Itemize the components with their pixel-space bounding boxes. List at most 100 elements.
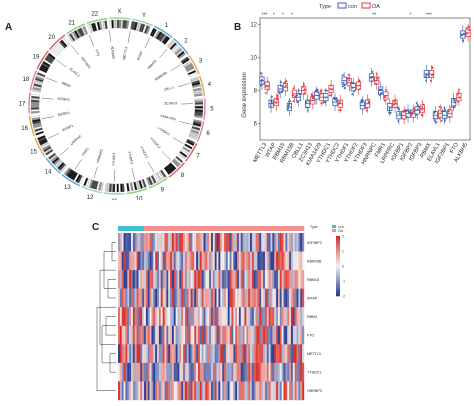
- heatmap-cell: [172, 307, 174, 326]
- heatmap-cell: [168, 289, 170, 308]
- heat-legend-swatch-oa: [332, 229, 336, 232]
- heatmap-cell: [263, 233, 265, 252]
- heatmap-cell: [274, 270, 276, 289]
- color-scale-step: [336, 240, 340, 242]
- heatmap-cell: [153, 344, 155, 363]
- data-point: [344, 84, 346, 86]
- heatmap-cell: [163, 252, 165, 271]
- heatmap-cell: [235, 289, 237, 308]
- heatmap-cell: [258, 307, 260, 326]
- annotation-cell: [224, 226, 226, 231]
- heatmap-cell: [271, 344, 273, 363]
- heatmap-cell: [261, 326, 263, 345]
- gene-label: LRPPRC: [70, 134, 83, 146]
- heatmap-cell: [217, 381, 219, 400]
- heatmap-cell: [146, 307, 148, 326]
- chromosome-band: [113, 20, 115, 28]
- annotation-cell: [293, 226, 295, 231]
- data-point: [379, 94, 381, 96]
- heatmap-cell: [276, 307, 278, 326]
- heatmap-cell: [285, 363, 287, 382]
- heatmap-cell: [189, 252, 191, 271]
- annotation-cell: [150, 226, 152, 231]
- annotation-cell: [282, 226, 284, 231]
- data-point: [260, 85, 262, 87]
- heatmap-cell: [222, 307, 224, 326]
- legend-label-con: con: [348, 4, 357, 10]
- heatmap-cell: [278, 270, 280, 289]
- heatmap-cell: [211, 289, 213, 308]
- heatmap-cell: [297, 363, 299, 382]
- annotation-cell: [155, 226, 157, 231]
- heatmap-cell: [263, 363, 265, 382]
- heatmap-cell: [291, 252, 293, 271]
- heatmap-cell: [265, 252, 267, 271]
- heatmap-cell: [284, 307, 286, 326]
- heatmap-cell: [150, 270, 152, 289]
- heatmap-cell: [254, 233, 256, 252]
- heatmap-cell: [168, 326, 170, 345]
- heatmap-cell: [265, 270, 267, 289]
- heatmap-cell: [179, 326, 181, 345]
- significance-mark: **: [372, 13, 376, 19]
- heatmap-cell: [300, 363, 302, 382]
- heatmap-cell: [168, 363, 170, 382]
- color-scale-step: [336, 244, 340, 246]
- heatmap-cell: [231, 252, 233, 271]
- heatmap-cell: [256, 307, 258, 326]
- heatmap-cell: [118, 289, 120, 308]
- heatmap-cell: [192, 233, 194, 252]
- chromosome-band: [115, 184, 117, 192]
- heatmap-cell: [179, 363, 181, 382]
- heatmap-cell: [276, 344, 278, 363]
- row-label: RBM15: [307, 278, 319, 282]
- heatmap-cell: [179, 289, 181, 308]
- heatmap-cell: [280, 270, 282, 289]
- annotation-cell: [298, 226, 300, 231]
- heatmap-cell: [241, 326, 243, 345]
- heatmap-cell: [138, 252, 140, 271]
- heatmap-cell: [293, 289, 295, 308]
- heatmap-cell: [261, 363, 263, 382]
- heatmap-cell: [297, 233, 299, 252]
- heatmap-cell: [297, 270, 299, 289]
- heatmap-cell: [131, 363, 133, 382]
- annotation-cell: [135, 226, 137, 231]
- heatmap-cell: [144, 381, 146, 400]
- chromosome-label: 21: [68, 21, 75, 27]
- annotation-cell: [233, 226, 235, 231]
- chromosome-label: 12: [87, 195, 94, 200]
- annotation-cell: [163, 226, 165, 231]
- data-point: [277, 98, 279, 100]
- heatmap-cell: [138, 344, 140, 363]
- heatmap-cell: [226, 344, 228, 363]
- heatmap-cell: [198, 363, 200, 382]
- heatmap-cell: [284, 270, 286, 289]
- heatmap-cell: [254, 344, 256, 363]
- data-point: [340, 109, 342, 111]
- heatmap-cell: [297, 289, 299, 308]
- heatmap-cell: [137, 252, 139, 271]
- chromosome-label: 16: [21, 126, 28, 132]
- significance-mark: *: [410, 13, 412, 19]
- heatmap-cell: [150, 307, 152, 326]
- heatmap-cell: [259, 252, 261, 271]
- heatmap-cell: [295, 344, 297, 363]
- heatmap-cell: [289, 363, 291, 382]
- heatmap-cell: [135, 307, 137, 326]
- heatmap-cell: [151, 252, 153, 271]
- heatmap-cell: [287, 344, 289, 363]
- heatmap-cell: [209, 326, 211, 345]
- heatmap-cell: [239, 233, 241, 252]
- heatmap-cell: [191, 363, 193, 382]
- heatmap-cell: [194, 252, 196, 271]
- annotation-cell: [220, 226, 222, 231]
- heatmap-cell: [174, 363, 176, 382]
- heatmap-cell: [237, 233, 239, 252]
- heatmap-cell: [192, 270, 194, 289]
- heatmap-cell: [298, 326, 300, 345]
- heatmap-cell: [218, 233, 220, 252]
- chromosome-label: 7: [196, 154, 200, 160]
- heatmap-cell: [272, 344, 274, 363]
- heatmap-cell: [256, 381, 258, 400]
